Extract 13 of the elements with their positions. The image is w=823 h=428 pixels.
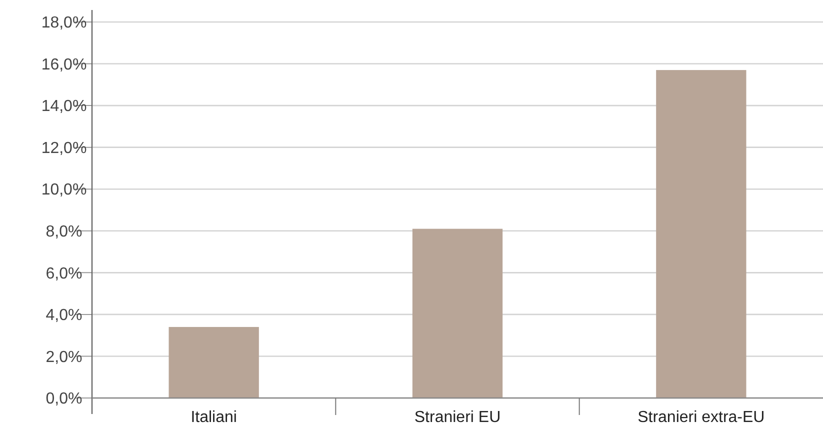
y-tick-label: 18,0%: [41, 14, 87, 32]
y-tick-label: 4,0%: [46, 307, 82, 324]
y-tick-label: 12,0%: [41, 140, 87, 157]
y-tick-label: 10,0%: [41, 182, 87, 199]
y-tick-label: 8,0%: [46, 223, 82, 240]
y-tick-label: 6,0%: [46, 265, 82, 282]
x-tick-label: Italiani: [190, 409, 237, 426]
y-tick-label: 14,0%: [41, 98, 87, 116]
x-tick-label: Stranieri EU: [414, 409, 501, 426]
y-tick-label: 0,0%: [46, 390, 82, 408]
y-tick-label: 2,0%: [46, 348, 82, 366]
y-tick-label: 16,0%: [41, 56, 87, 74]
x-tick-label: Stranieri extra-EU: [638, 409, 765, 426]
